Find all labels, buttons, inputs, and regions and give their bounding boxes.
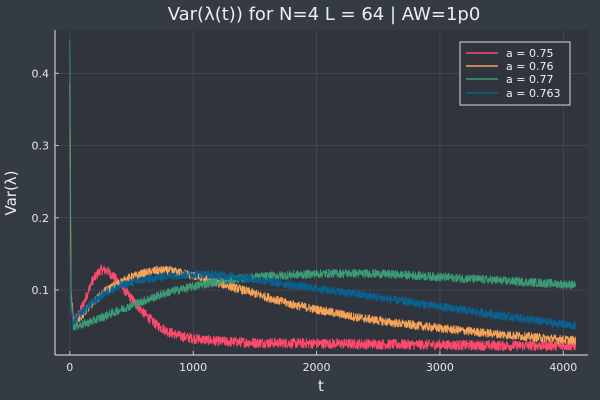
y-tick-label: 0.2 (32, 212, 50, 225)
series-line (69, 40, 577, 331)
x-tick-label: 1000 (179, 361, 207, 374)
y-axis-title: Var(λ) (2, 170, 20, 215)
legend-label: a = 0.76 (506, 60, 553, 73)
axes (54, 30, 588, 356)
legend-entry: a = 0.77 (466, 73, 553, 86)
series-line (69, 269, 577, 331)
y-tick-label: 0.3 (32, 140, 50, 153)
tick-labels: 0 1000 2000 3000 4000 0.1 0.2 0.3 0.4 (32, 67, 578, 374)
x-axis-title: t (318, 377, 324, 395)
y-tick-label: 0.1 (32, 284, 50, 297)
legend-entry: a = 0.75 (466, 47, 553, 60)
series-line (69, 80, 577, 352)
series-layer (69, 40, 577, 352)
legend-label: a = 0.75 (506, 47, 553, 60)
x-tick-label: 4000 (549, 361, 577, 374)
legend-label: a = 0.77 (506, 73, 553, 86)
chart-title: Var(λ(t)) for N=4 L = 64 | AW=1p0 (168, 4, 481, 25)
legend: a = 0.75 a = 0.76 a = 0.77 a = 0.763 (459, 41, 571, 106)
legend-entry: a = 0.763 (466, 87, 560, 100)
legend-entry: a = 0.76 (466, 60, 553, 73)
x-tick-label: 0 (66, 361, 73, 374)
x-tick-label: 2000 (303, 361, 331, 374)
y-tick-label: 0.4 (32, 67, 50, 80)
x-tick-label: 3000 (426, 361, 454, 374)
series-line (69, 84, 577, 345)
legend-label: a = 0.763 (506, 87, 560, 100)
